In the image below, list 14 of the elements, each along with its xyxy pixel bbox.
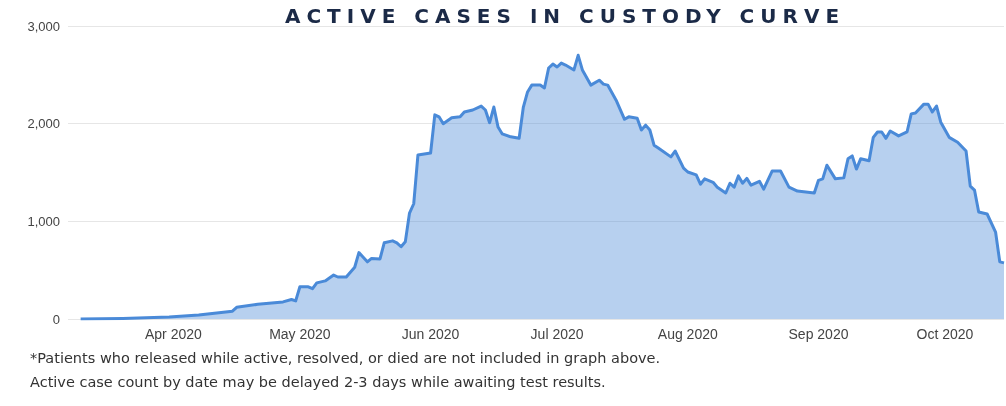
x-tick-label: Sep 2020 [788, 326, 849, 342]
y-tick-label: 3,000 [27, 18, 60, 34]
chart-title: ACTIVE CASES IN CUSTODY CURVE [283, 4, 847, 28]
x-tick-label: Jun 2020 [401, 326, 460, 342]
text: *Patients who released while active, resolved, or died are not included in graph above. [30, 349, 661, 368]
x-tick-label: Apr 2020 [144, 326, 203, 342]
x-tick-label: Jul 2020 [530, 326, 584, 342]
text: Active case count by date may be delayed 2-3 days while awaiting test results. [30, 373, 607, 392]
y-tick-label: 2,000 [27, 116, 60, 132]
x-tick-label: Aug 2020 [657, 326, 718, 342]
y-tick-label: 1,000 [27, 213, 60, 229]
y-tick-label: 0 [52, 311, 60, 327]
x-tick-label: Oct 2020 [916, 326, 974, 342]
x-tick-label: May 2020 [269, 326, 331, 342]
